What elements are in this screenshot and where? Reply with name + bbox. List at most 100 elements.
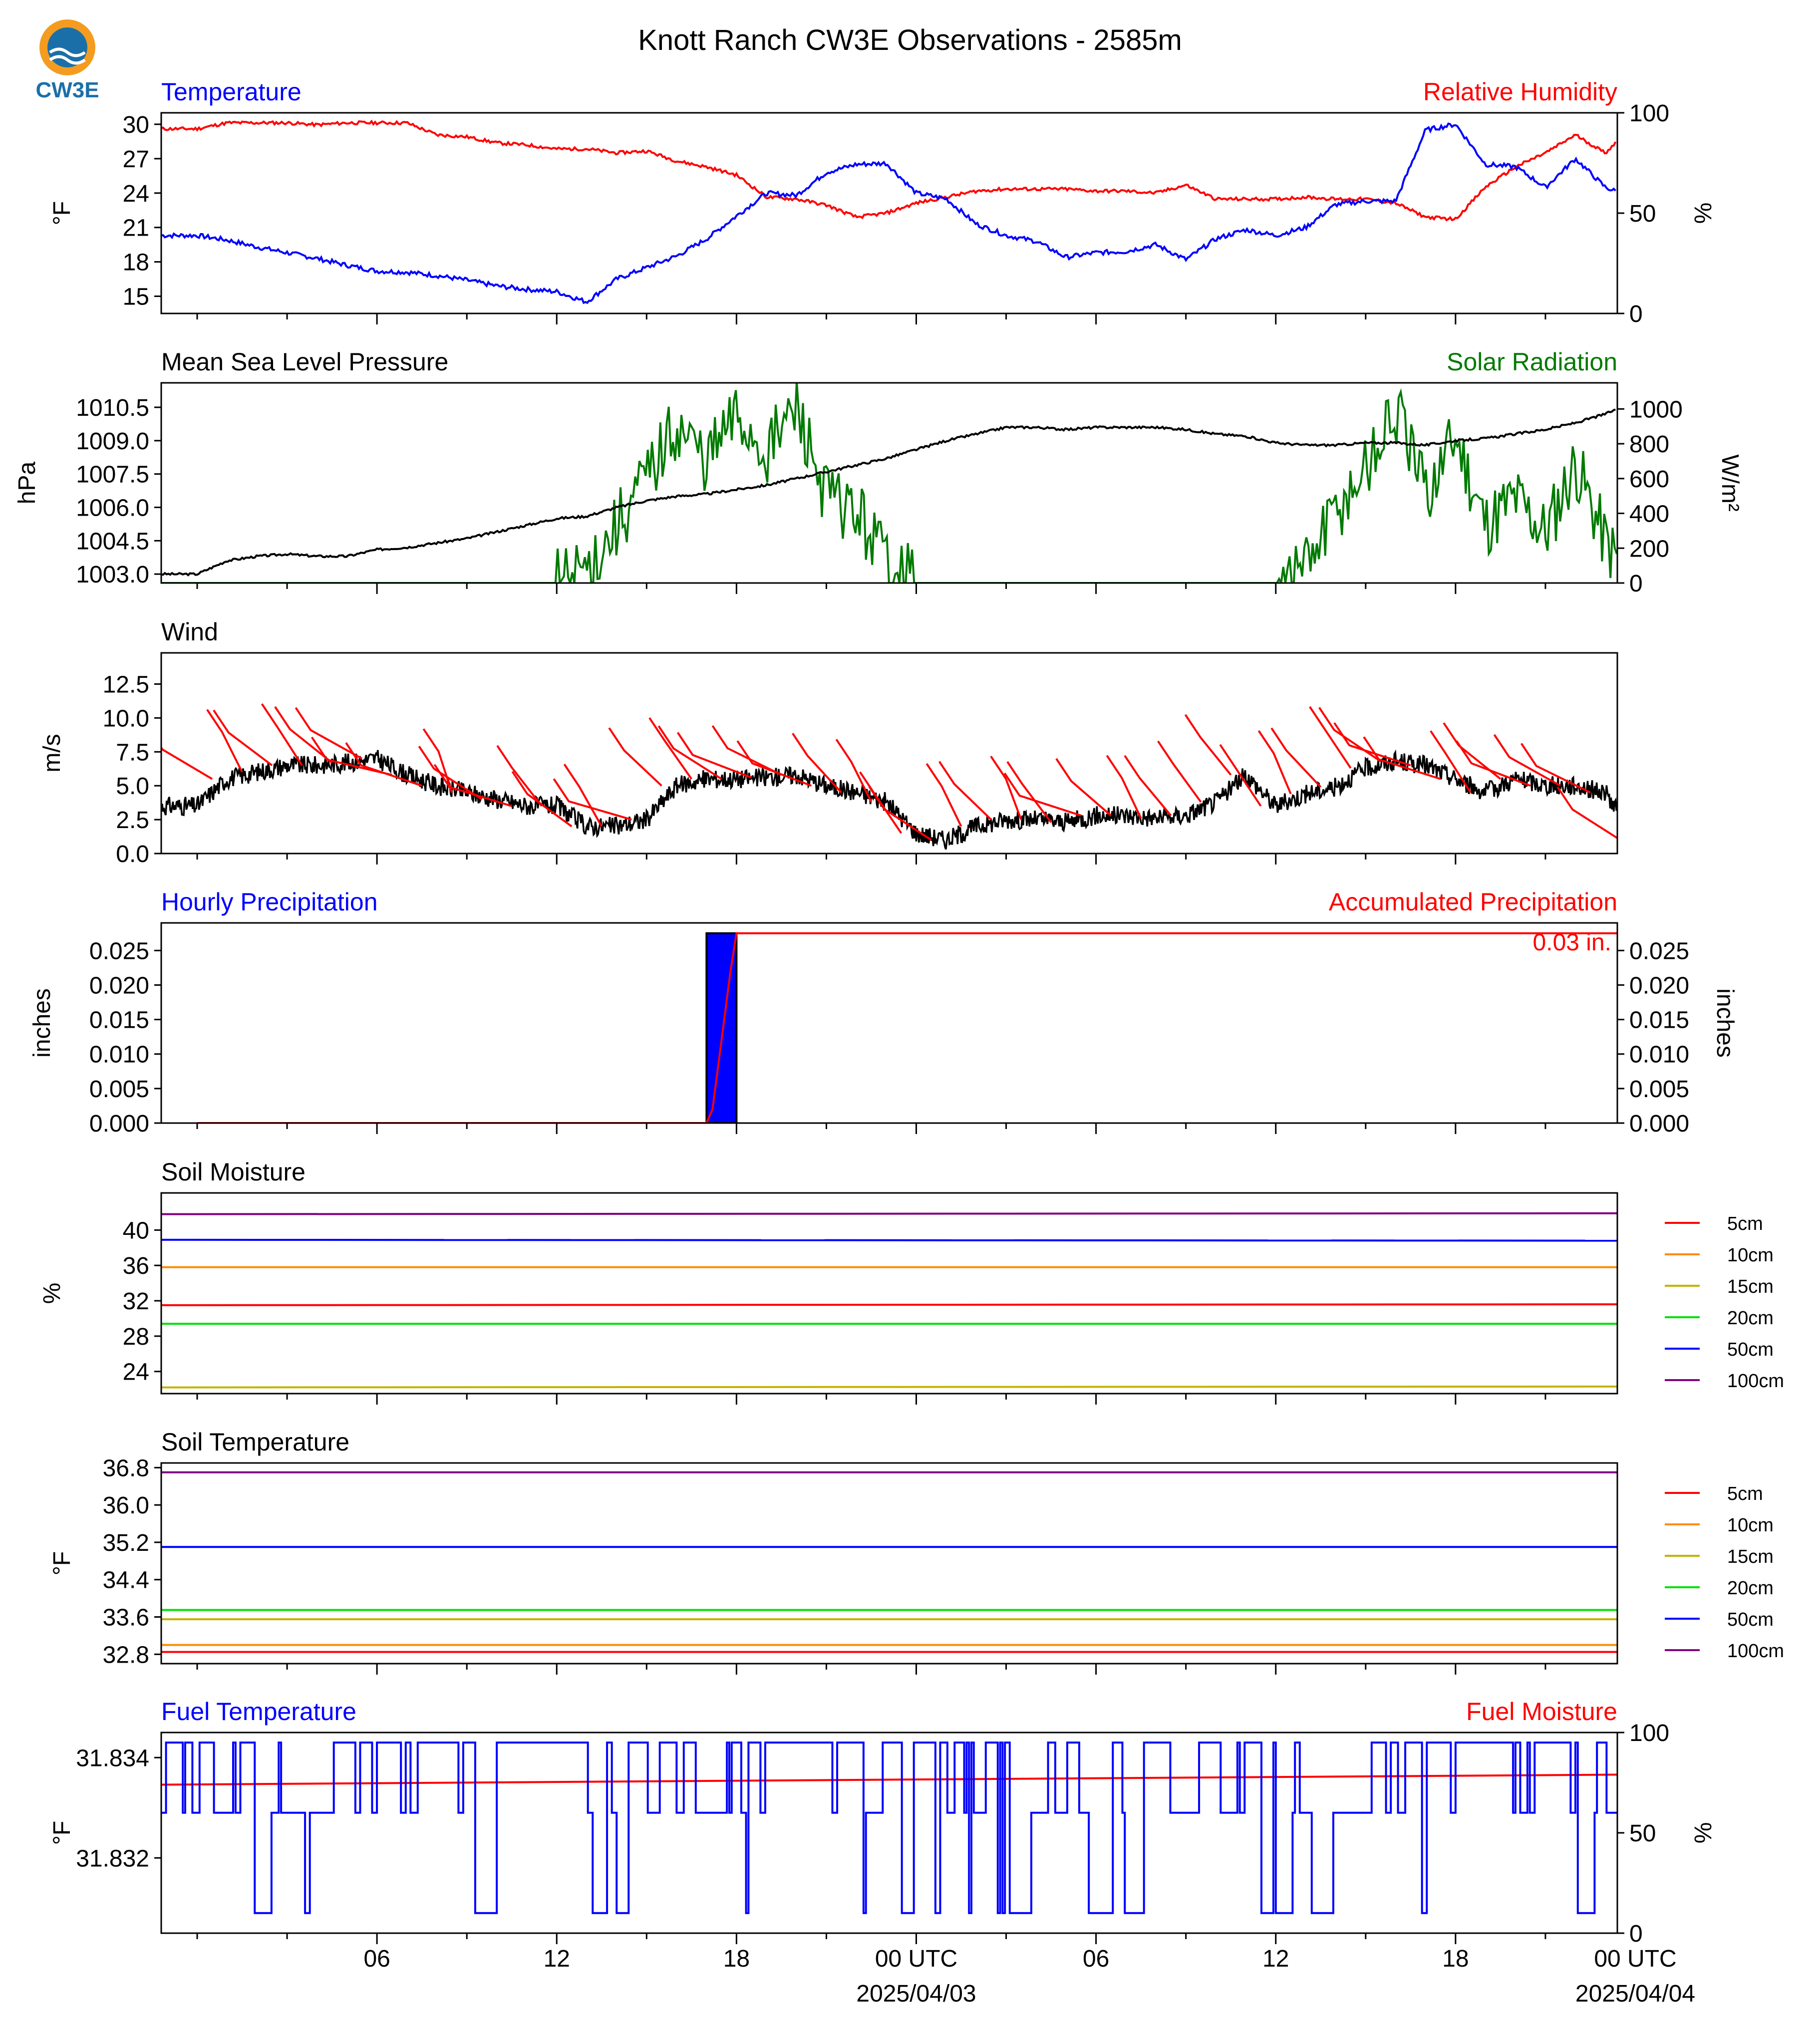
wind-barb: [1270, 727, 1322, 788]
y-axis-label: °F: [49, 1551, 75, 1576]
panel-title-right: Accumulated Precipitation: [1329, 888, 1617, 916]
panel-title-left: Wind: [161, 618, 218, 646]
wind-barb: [553, 778, 632, 821]
y-tick-label: 1004.5: [76, 528, 149, 555]
y-tick-label: 0.010: [89, 1042, 149, 1068]
y-tick-label: 1006.0: [76, 495, 149, 522]
legend-label-100cm: 100cm: [1727, 1641, 1784, 1662]
y-tick-label: 33.6: [103, 1605, 149, 1631]
y2-tick-label: 0.010: [1629, 1042, 1689, 1068]
wind-barb: [1003, 772, 1082, 817]
y-tick-label: 12.5: [103, 671, 149, 698]
y2-tick-label: 0.005: [1629, 1076, 1689, 1103]
y-axis-label: m/s: [39, 734, 65, 772]
wind-barb: [206, 709, 243, 773]
panel-pressure_solar: Mean Sea Level Pressure Solar Radiation 10…: [14, 348, 1743, 597]
panel-title-right: Fuel Moisture: [1466, 1698, 1617, 1726]
plot-frame: [160, 112, 1618, 314]
panel-title-left: Fuel Temperature: [161, 1698, 356, 1726]
y-tick-label: 18: [123, 250, 149, 276]
series-line-50cm: [161, 1238, 1617, 1242]
data-layer: [161, 1471, 1617, 1653]
wind-barb: [990, 755, 1022, 820]
y-tick-label: 36.8: [103, 1455, 149, 1481]
series-line-pressure: [161, 408, 1616, 577]
wind-barb: [1106, 755, 1142, 819]
y-tick-label: 15: [123, 284, 149, 310]
x-tick-label: 12: [1262, 1946, 1289, 1972]
y-tick-label: 0.000: [89, 1111, 149, 1137]
panel-precip: Hourly Precipitation Accumulated Precipit…: [29, 888, 1738, 1137]
wind-barb: [657, 725, 722, 780]
y2-tick-label: 0.020: [1629, 972, 1689, 999]
y2-tick-label: 50: [1629, 201, 1656, 227]
wind-barb: [213, 709, 273, 767]
y2-axis-label: %: [1689, 1822, 1716, 1844]
y-tick-label: 24: [123, 1359, 149, 1386]
y2-tick-label: 0: [1629, 1921, 1643, 1947]
y-tick-label: 0.0: [116, 841, 149, 868]
y-tick-label: 1003.0: [76, 562, 149, 588]
wind-barb: [511, 771, 573, 828]
y-tick-label: 21: [123, 215, 149, 242]
accumulated-precip-line: [197, 932, 1617, 1123]
wind-barb: [1493, 734, 1561, 787]
y2-tick-label: 0.025: [1629, 938, 1689, 964]
wind-barb: [1309, 706, 1352, 769]
data-layer: [161, 383, 1617, 583]
y-tick-label: 28: [123, 1324, 149, 1350]
legend-label-15cm: 15cm: [1727, 1276, 1774, 1297]
series-line-wind-speed: [161, 749, 1617, 850]
cw3e-logo: CW3E: [35, 19, 99, 102]
series-line-temperature: [161, 122, 1616, 304]
y-tick-label: 0.015: [89, 1007, 149, 1034]
y2-tick-label: 0: [1629, 571, 1643, 597]
wind-barb: [311, 736, 392, 776]
wind-barb: [274, 706, 333, 764]
panel-title-right: Solar Radiation: [1447, 348, 1617, 376]
y-tick-label: 31.832: [76, 1845, 149, 1872]
y-tick-label: 0.020: [89, 972, 149, 999]
y2-tick-label: 400: [1629, 501, 1669, 528]
y-tick-label: 40: [123, 1217, 149, 1244]
x-tick-label: 12: [544, 1946, 570, 1972]
y2-axis-label: inches: [1712, 988, 1738, 1058]
panel-soil_moisture: Soil Moisture 24 28 32 36 40% 5cm 10cm 15cm 20cm 5…: [39, 1158, 1784, 1405]
y-tick-label: 0.005: [89, 1076, 149, 1103]
x-date-label: 2025/04/04: [1575, 1981, 1695, 2007]
plot-frame: [160, 1462, 1618, 1665]
wind-barb: [1363, 736, 1441, 780]
x-tick-label: 18: [723, 1946, 750, 1972]
wind-barb: [835, 739, 873, 803]
legend-label-50cm: 50cm: [1727, 1609, 1774, 1630]
legend-label-10cm: 10cm: [1727, 1245, 1774, 1266]
wind-barb: [161, 746, 213, 780]
y2-tick-label: 100: [1629, 1720, 1669, 1746]
wind-barb: [1333, 722, 1411, 767]
data-layer: [161, 1741, 1617, 1914]
wind-barb: [792, 733, 842, 794]
wind-barb: [1184, 714, 1232, 776]
wind-barb: [563, 763, 603, 827]
wind-barb: [1257, 730, 1292, 795]
y2-axis-label: W/m²: [1717, 454, 1743, 512]
legend-label-50cm: 50cm: [1727, 1339, 1774, 1360]
y-axis-label: °F: [49, 201, 75, 226]
y-axis-label: inches: [29, 988, 55, 1058]
y-tick-label: 32: [123, 1288, 149, 1315]
x-tick-label: 00 UTC: [875, 1946, 957, 1972]
y-tick-label: 30: [123, 112, 149, 138]
y2-tick-label: 200: [1629, 536, 1669, 562]
y-tick-label: 1010.5: [76, 395, 149, 421]
wind-barb: [1456, 740, 1531, 787]
y-tick-label: 35.2: [103, 1530, 149, 1556]
y-axis-label: °F: [49, 1821, 75, 1845]
panel-title-right: Relative Humidity: [1423, 78, 1617, 106]
legend-label-10cm: 10cm: [1727, 1515, 1774, 1536]
series-line-15cm: [161, 1385, 1617, 1389]
y-tick-label: 36: [123, 1253, 149, 1279]
wind-barb: [433, 764, 512, 807]
y-tick-label: 31.834: [76, 1745, 149, 1771]
legend-label-100cm: 100cm: [1727, 1371, 1784, 1392]
